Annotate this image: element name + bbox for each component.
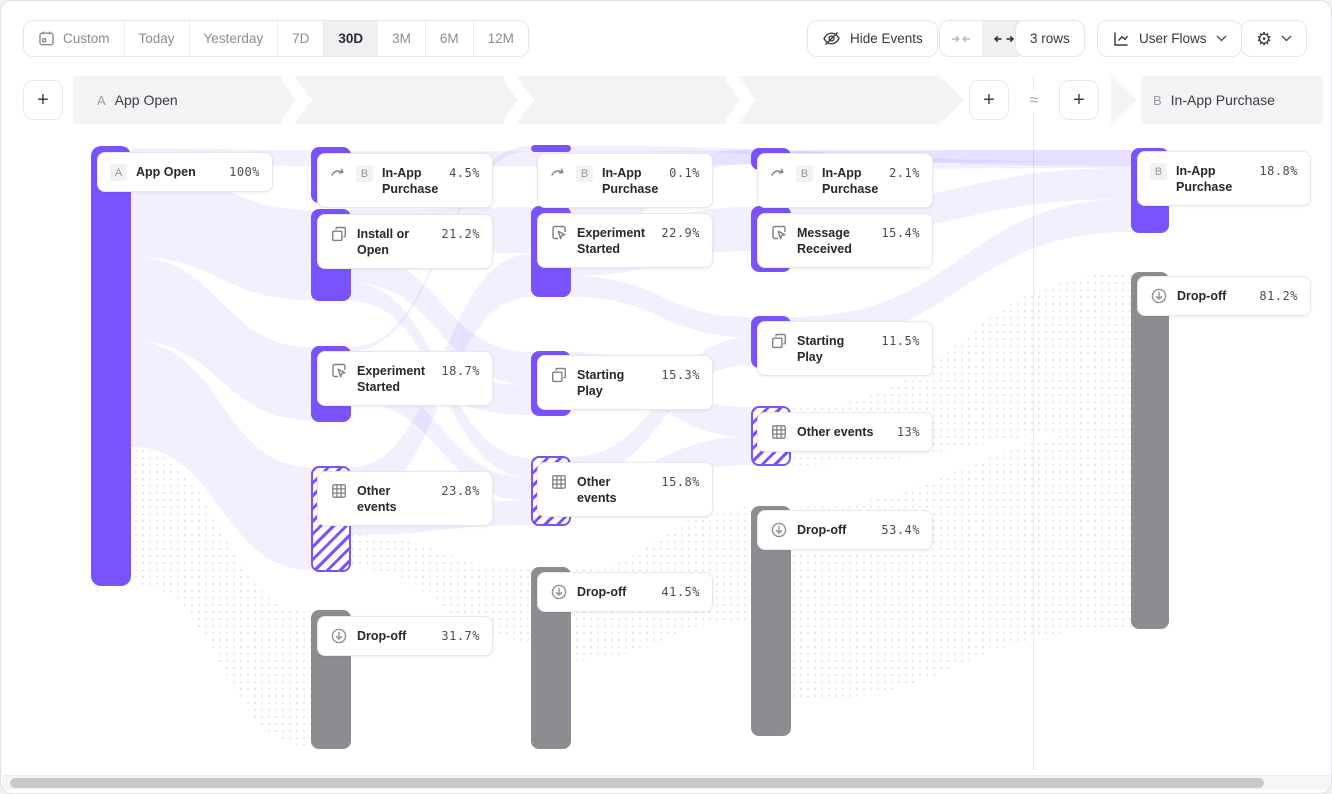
node-card-other-events[interactable]: Other events 13% bbox=[757, 412, 933, 452]
drop-off-icon bbox=[770, 521, 788, 539]
end-badge: B bbox=[1153, 92, 1162, 108]
view-type-dropdown[interactable]: User Flows bbox=[1097, 20, 1242, 57]
expand-arrows-icon bbox=[994, 32, 1014, 46]
calendar-icon bbox=[38, 30, 55, 47]
chevron-down-icon bbox=[1215, 35, 1227, 42]
date-range-label: Custom bbox=[63, 31, 110, 46]
node-card-drop-off-final[interactable]: Drop-off 81.2% bbox=[1137, 276, 1311, 316]
click-icon bbox=[330, 362, 348, 380]
end-label: In-App Purchase bbox=[1170, 92, 1275, 108]
horizontal-scrollbar-thumb[interactable] bbox=[10, 778, 1264, 788]
date-range-3m[interactable]: 3M bbox=[378, 21, 426, 56]
layers-icon bbox=[550, 366, 568, 384]
drop-off-icon bbox=[550, 583, 568, 601]
band-chevron-icon bbox=[723, 70, 757, 130]
node-card-drop-off[interactable]: Drop-off 31.7% bbox=[317, 616, 493, 656]
start-band-arrow-tip bbox=[939, 76, 965, 124]
end-event-band[interactable] bbox=[1141, 76, 1323, 124]
date-range-7d[interactable]: 7D bbox=[278, 21, 325, 56]
start-event-header: A App Open bbox=[97, 76, 178, 124]
flow-chart-icon bbox=[1112, 30, 1130, 48]
band-chevron-icon bbox=[279, 70, 313, 130]
node-card-in-app-purchase-final[interactable]: B In-App Purchase 18.8% bbox=[1137, 151, 1311, 207]
date-range-yesterday[interactable]: Yesterday bbox=[189, 21, 279, 56]
date-range-custom[interactable]: Custom bbox=[24, 21, 125, 56]
end-band-arrow-tip bbox=[1111, 76, 1137, 124]
layers-icon bbox=[770, 332, 788, 350]
date-range-group: Custom Today Yesterday 7D 30D 3M 6M 12M bbox=[23, 20, 529, 57]
node-bar-drop-off-final[interactable] bbox=[1131, 272, 1169, 629]
hide-events-label: Hide Events bbox=[850, 31, 923, 46]
band-chevron-icon bbox=[501, 70, 535, 130]
node-card-in-app-purchase[interactable]: B In-App Purchase 0.1% bbox=[537, 153, 713, 209]
start-event-band[interactable] bbox=[73, 76, 939, 124]
add-step-end-button[interactable]: + bbox=[1059, 80, 1099, 120]
rows-button[interactable]: 3 rows bbox=[1015, 20, 1085, 57]
event-badge: B bbox=[356, 165, 373, 182]
node-card-other-events[interactable]: Other events 15.8% bbox=[537, 462, 713, 518]
node-card-in-app-purchase[interactable]: B In-App Purchase 4.5% bbox=[317, 153, 493, 209]
approx-connector: ≈ bbox=[1024, 90, 1044, 112]
drop-off-icon bbox=[1150, 287, 1168, 305]
click-icon bbox=[770, 224, 788, 242]
node-card-drop-off[interactable]: Drop-off 53.4% bbox=[757, 510, 933, 550]
rows-label: 3 rows bbox=[1030, 31, 1070, 46]
click-icon bbox=[550, 224, 568, 242]
date-range-12m[interactable]: 12M bbox=[473, 21, 528, 56]
date-range-6m[interactable]: 6M bbox=[425, 21, 474, 56]
node-card-drop-off[interactable]: Drop-off 41.5% bbox=[537, 572, 713, 612]
gear-icon: ⚙ bbox=[1256, 28, 1273, 49]
settings-dropdown[interactable]: ⚙ bbox=[1241, 20, 1308, 57]
node-card-message-received[interactable]: Message Received 15.4% bbox=[757, 213, 933, 269]
grid-icon bbox=[550, 473, 568, 491]
node-bar-in-app-purchase[interactable] bbox=[531, 145, 571, 152]
view-type-label: User Flows bbox=[1139, 31, 1207, 46]
grid-icon bbox=[330, 482, 348, 500]
hide-events-button[interactable]: Hide Events bbox=[807, 20, 938, 57]
goal-arrow-icon bbox=[330, 164, 347, 181]
horizontal-scrollbar-track[interactable] bbox=[2, 775, 1330, 790]
node-card-other-events[interactable]: Other events 23.8% bbox=[317, 471, 493, 527]
start-label: App Open bbox=[114, 92, 178, 108]
node-card-app-open[interactable]: A App Open 100% bbox=[97, 152, 273, 192]
date-range-today[interactable]: Today bbox=[124, 21, 190, 56]
add-step-middle-button[interactable]: + bbox=[969, 80, 1009, 120]
event-badge: B bbox=[576, 165, 593, 182]
drop-off-icon bbox=[330, 627, 348, 645]
toolbar: Custom Today Yesterday 7D 30D 3M 6M 12M … bbox=[1, 1, 1331, 75]
event-badge: B bbox=[1150, 163, 1167, 180]
goal-arrow-icon bbox=[770, 164, 787, 181]
node-card-experiment-started[interactable]: Experiment Started 22.9% bbox=[537, 213, 713, 269]
node-card-starting-play[interactable]: Starting Play 11.5% bbox=[757, 321, 933, 377]
event-badge: B bbox=[796, 165, 813, 182]
layers-icon bbox=[330, 225, 348, 243]
collapse-expand-group bbox=[939, 20, 1026, 57]
node-card-starting-play[interactable]: Starting Play 15.3% bbox=[537, 355, 713, 411]
goal-arrow-icon bbox=[550, 164, 567, 181]
collapse-arrows-icon bbox=[951, 32, 971, 46]
panel-divider bbox=[1033, 76, 1034, 771]
add-step-before-button[interactable]: + bbox=[23, 80, 63, 120]
start-badge: A bbox=[97, 92, 106, 108]
date-range-30d[interactable]: 30D bbox=[324, 21, 379, 56]
node-bar-app-open[interactable] bbox=[91, 146, 131, 586]
end-event-header: B In-App Purchase bbox=[1153, 76, 1275, 124]
eye-off-icon bbox=[822, 29, 841, 48]
chevron-down-icon bbox=[1281, 35, 1292, 42]
node-card-in-app-purchase[interactable]: B In-App Purchase 2.1% bbox=[757, 153, 933, 209]
grid-icon bbox=[770, 423, 788, 441]
collapse-columns-button[interactable] bbox=[940, 21, 983, 56]
node-card-experiment-started[interactable]: Experiment Started 18.7% bbox=[317, 351, 493, 407]
event-badge: A bbox=[110, 164, 127, 181]
node-card-install-or-open[interactable]: Install or Open 21.2% bbox=[317, 214, 493, 270]
